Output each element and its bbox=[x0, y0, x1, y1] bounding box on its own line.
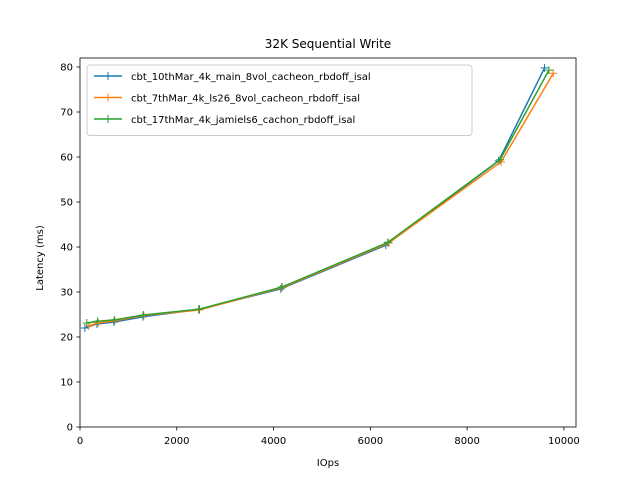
legend-marker bbox=[104, 72, 112, 80]
data-point bbox=[549, 69, 558, 78]
x-tick-label: 6000 bbox=[358, 436, 383, 447]
data-point bbox=[277, 283, 286, 292]
y-tick-label: 80 bbox=[60, 63, 73, 74]
data-point bbox=[544, 66, 553, 75]
y-tick-label: 40 bbox=[60, 243, 73, 254]
data-point bbox=[93, 317, 102, 326]
y-tick-label: 20 bbox=[60, 333, 73, 344]
axes-frame bbox=[79, 57, 577, 428]
data-point bbox=[139, 310, 148, 319]
x-axis-label: IOps bbox=[317, 458, 339, 469]
legend-marker bbox=[104, 93, 112, 102]
y-tick-label: 70 bbox=[60, 108, 73, 119]
legend-marker bbox=[104, 115, 112, 123]
y-tick-label: 0 bbox=[67, 423, 73, 434]
series-3 bbox=[82, 66, 553, 328]
x-tick-label: 2000 bbox=[164, 436, 189, 447]
data-point bbox=[496, 155, 505, 164]
legend-label: cbt_17thMar_4k_jamiels6_cachon_rbdoff_is… bbox=[131, 115, 355, 126]
y-tick-label: 60 bbox=[60, 153, 73, 164]
data-point bbox=[195, 305, 204, 314]
chart-title: 32K Sequential Write bbox=[265, 37, 391, 51]
x-tick-label: 0 bbox=[77, 436, 83, 447]
legend-box bbox=[86, 64, 473, 136]
axes: 0 2000 4000 6000 8000 10000 0 10 20 30 40 50 60 70 80 bbox=[60, 57, 580, 447]
x-tick-label: 4000 bbox=[261, 436, 286, 447]
y-tick-label: 30 bbox=[60, 288, 73, 299]
legend-label: cbt_10thMar_4k_main_8vol_cacheon_rbdoff_… bbox=[131, 72, 371, 83]
x-tick-label: 8000 bbox=[454, 436, 479, 447]
data-point bbox=[540, 63, 549, 72]
data-point bbox=[110, 315, 119, 324]
y-axis-label: Latency (ms) bbox=[35, 225, 46, 291]
y-tick-label: 50 bbox=[60, 198, 73, 209]
data-point bbox=[94, 319, 103, 328]
legend-label: cbt_7thMar_4k_ls26_8vol_cacheon_rbdoff_i… bbox=[131, 94, 360, 105]
plot-area bbox=[80, 63, 558, 332]
legend: cbt_10thMar_4k_main_8vol_cacheon_rbdoff_… bbox=[86, 64, 473, 136]
y-tick-label: 10 bbox=[60, 378, 73, 389]
x-tick-label: 10000 bbox=[548, 436, 580, 447]
data-point bbox=[383, 238, 392, 247]
data-point bbox=[82, 319, 91, 328]
